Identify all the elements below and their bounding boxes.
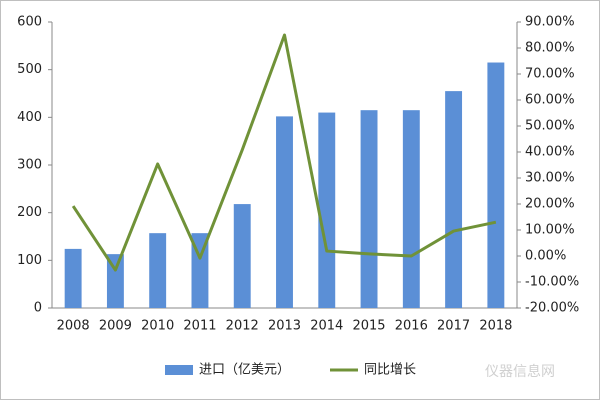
bar: [149, 233, 167, 308]
y2-tick-label: 0.00%: [525, 249, 566, 264]
legend-label: 进口（亿美元）: [199, 363, 290, 378]
y2-tick-label: 80.00%: [525, 41, 575, 56]
y2-tick-label: 40.00%: [525, 145, 575, 160]
y2-tick-label: 10.00%: [525, 223, 575, 238]
x-tick-label: 2016: [395, 319, 428, 334]
y-tick-label: 200: [17, 205, 42, 220]
x-tick-label: 2010: [141, 319, 174, 334]
x-tick-label: 2013: [268, 319, 301, 334]
y2-tick-label: 20.00%: [525, 197, 575, 212]
y-tick-label: 400: [17, 110, 42, 125]
y2-tick-label: 50.00%: [525, 119, 575, 134]
y-tick-label: 500: [17, 62, 42, 77]
bar: [233, 204, 251, 308]
bar: [106, 254, 124, 308]
bar: [402, 110, 420, 308]
x-tick-label: 2018: [479, 319, 512, 334]
y2-tick-label: 30.00%: [525, 171, 575, 186]
y2-tick-label: 90.00%: [525, 15, 575, 30]
bar: [360, 110, 378, 308]
y2-tick-label: -20.00%: [525, 301, 579, 316]
y-tick-label: 300: [17, 158, 42, 173]
x-tick-label: 2017: [437, 319, 470, 334]
legend-label: 同比增长: [364, 363, 416, 378]
x-tick-label: 2009: [99, 319, 132, 334]
y2-tick-label: -10.00%: [525, 275, 579, 290]
x-tick-label: 2014: [310, 319, 343, 334]
y-tick-label: 100: [17, 253, 42, 268]
bar: [64, 248, 82, 308]
y-tick-label: 600: [17, 15, 42, 30]
bar: [487, 62, 505, 309]
y2-tick-label: 60.00%: [525, 93, 575, 108]
y-tick-label: 0: [34, 301, 42, 316]
x-tick-label: 2011: [183, 319, 216, 334]
y2-tick-label: 70.00%: [525, 67, 575, 82]
x-tick-label: 2012: [226, 319, 259, 334]
watermark: 仪器信息网: [485, 363, 555, 380]
bar: [318, 112, 336, 308]
bar: [276, 116, 293, 308]
legend-swatch: [165, 365, 193, 375]
x-tick-label: 2015: [352, 319, 385, 334]
x-tick-label: 2008: [57, 319, 90, 334]
line: [71, 33, 497, 272]
bar: [445, 91, 463, 308]
